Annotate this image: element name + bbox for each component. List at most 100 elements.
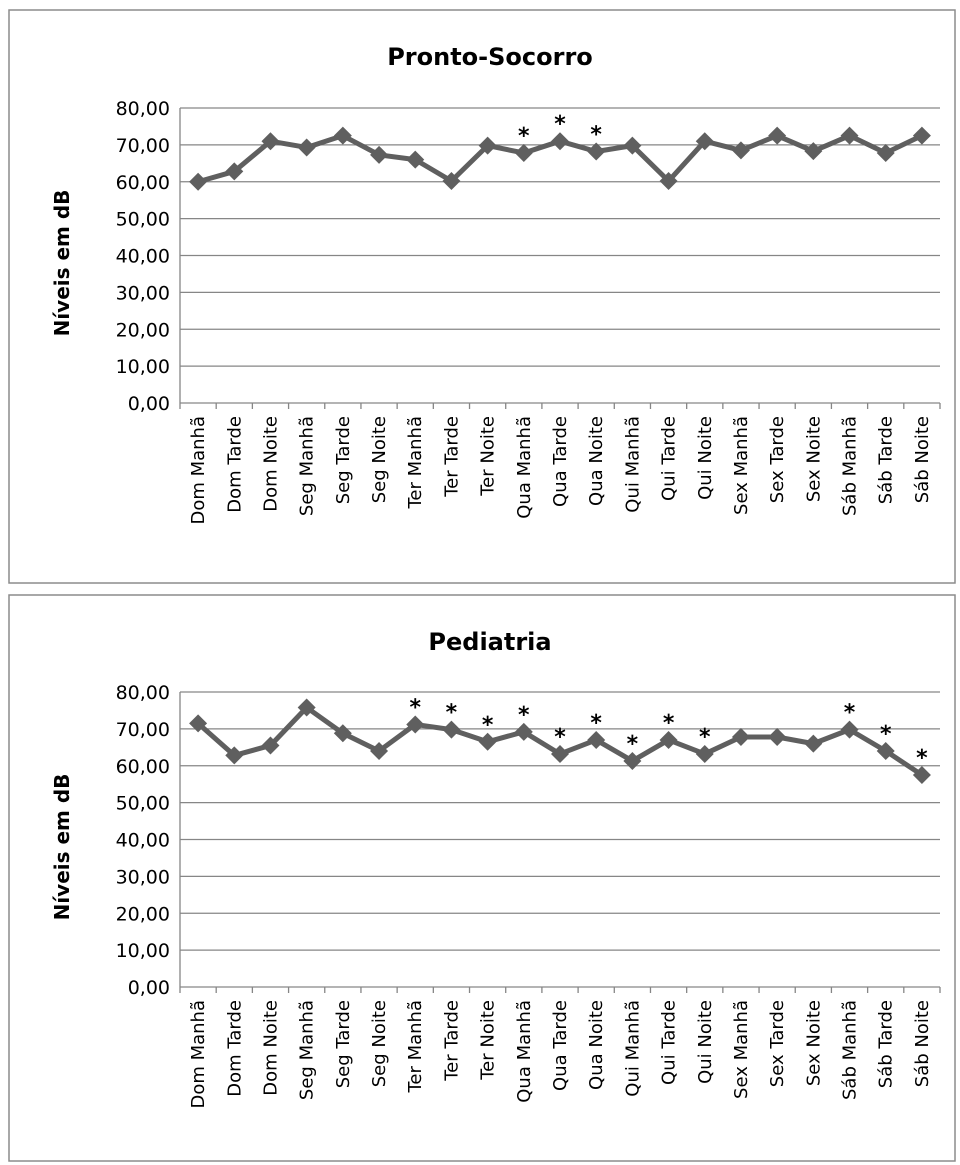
data-point-marker [731,141,750,160]
y-tick-label: 30,00 [116,282,170,304]
y-tick-label: 30,00 [116,866,170,888]
data-point-marker [370,742,389,760]
data-point-marker [804,142,823,161]
y-tick-label: 80,00 [116,682,170,704]
data-point-marker [587,142,606,161]
data-point-marker [297,138,316,157]
y-tick-label: 0,00 [128,977,170,999]
chart-panel-pediatria: Pediatria Níveis em dB 0,00 10,00 20,00 30,… [8,594,956,1162]
x-tick-label: Sex Tarde [767,1000,788,1087]
x-tick-label: Sex Noite [803,416,824,502]
x-tick-label: Ter Noite [478,1000,499,1081]
x-tick-label: Qui Noite [695,416,716,500]
data-point-marker [442,172,461,191]
x-tick-label: Seg Manhã [297,1000,318,1100]
data-point-marker [514,143,533,162]
x-tick-label: Ter Manhã [405,416,426,510]
x-tick-label: Seg Tarde [333,1000,354,1088]
x-tick-label: Sex Tarde [767,416,788,503]
significance-asterisk: * [916,746,928,771]
x-tick-label: Dom Noite [260,1000,281,1096]
data-point-marker [514,722,533,741]
y-tick-label: 0,00 [128,393,170,415]
data-point-marker [225,162,244,181]
data-point-marker [912,765,931,784]
x-tick-label: Ter Noite [478,416,499,497]
x-tick-label: Dom Noite [260,416,281,512]
chart-frame [8,9,956,584]
data-point-marker [261,736,280,755]
x-tick-label: Qui Manhã [622,416,643,513]
data-point-marker [189,714,208,733]
significance-asterisk: * [590,711,602,736]
y-tick-label: 40,00 [116,830,170,852]
data-point-marker [623,751,642,770]
significance-asterisk: * [627,732,639,757]
x-tick-label: Qua Tarde [550,1000,571,1091]
y-tick-label: 60,00 [116,756,170,778]
y-tick-label: 50,00 [116,209,170,231]
x-tick-label: Seg Noite [369,1000,390,1087]
chart-frame [8,594,956,1162]
data-point-marker [804,734,823,753]
x-tick-label: Sex Noite [803,1000,824,1086]
data-point-marker [659,172,678,191]
data-point-marker [876,742,895,760]
y-tick-label: 10,00 [116,940,170,962]
data-point-marker [297,698,316,717]
x-tick-label: Qui Noite [695,1000,716,1084]
x-tick-label: Qua Manhã [514,416,535,519]
x-tick-label: Ter Manhã [405,1000,426,1094]
x-tick-label: Dom Tarde [224,416,245,513]
data-point-marker [551,132,569,151]
x-tick-label: Qua Noite [586,416,607,506]
x-tick-label: Seg Noite [369,416,390,503]
x-tick-label: Sáb Tarde [876,416,897,504]
data-point-marker [406,150,425,169]
x-tick-label: Qua Noite [586,1000,607,1090]
y-tick-label: 20,00 [116,319,170,341]
y-tick-label: 40,00 [116,246,170,268]
data-point-marker [189,172,208,191]
x-tick-label: Qua Manhã [514,1000,535,1103]
data-point-marker [840,720,859,739]
data-point-marker [731,727,750,746]
x-tick-label: Ter Tarde [441,1000,462,1082]
chart-title: Pronto-Socorro [387,43,593,71]
y-tick-label: 10,00 [116,356,170,378]
chart-panel-pronto-socorro: Pronto-Socorro Níveis em dB 0,00 10,00 20,… [8,9,956,584]
data-point-marker [912,126,931,145]
x-tick-label: Qua Tarde [550,416,571,507]
x-tick-label: Sex Manhã [731,1000,752,1099]
significance-asterisk: * [880,722,892,747]
data-point-marker [333,126,352,145]
data-point-marker [768,126,787,145]
significance-asterisk: * [844,701,856,726]
y-tick-label: 70,00 [116,719,170,741]
data-point-marker [695,132,714,151]
y-tick-label: 50,00 [116,793,170,815]
x-tick-label: Sex Manhã [731,416,752,515]
y-axis-label: Níveis em dB [50,774,74,921]
data-point-marker [261,132,280,151]
significance-asterisk: * [409,695,421,720]
x-tick-label: Sáb Tarde [876,1000,897,1088]
x-tick-label: Dom Manhã [188,416,209,525]
data-point-marker [370,145,389,164]
y-tick-label: 60,00 [116,172,170,194]
data-point-marker [695,744,714,763]
x-tick-label: Seg Tarde [333,416,354,504]
y-axis-label: Níveis em dB [50,190,74,337]
x-tick-label: Dom Manhã [188,1000,209,1109]
data-point-marker [551,744,569,763]
chart-title: Pediatria [428,628,551,656]
x-tick-label: Qui Manhã [622,1000,643,1097]
x-tick-label: Sáb Manhã [840,1000,861,1100]
x-tick-label: Qui Tarde [659,1000,680,1085]
significance-asterisk: * [518,124,530,149]
data-point-marker [406,715,425,734]
y-tick-label: 20,00 [116,903,170,925]
data-point-marker [623,136,642,155]
significance-asterisk: * [446,701,458,726]
